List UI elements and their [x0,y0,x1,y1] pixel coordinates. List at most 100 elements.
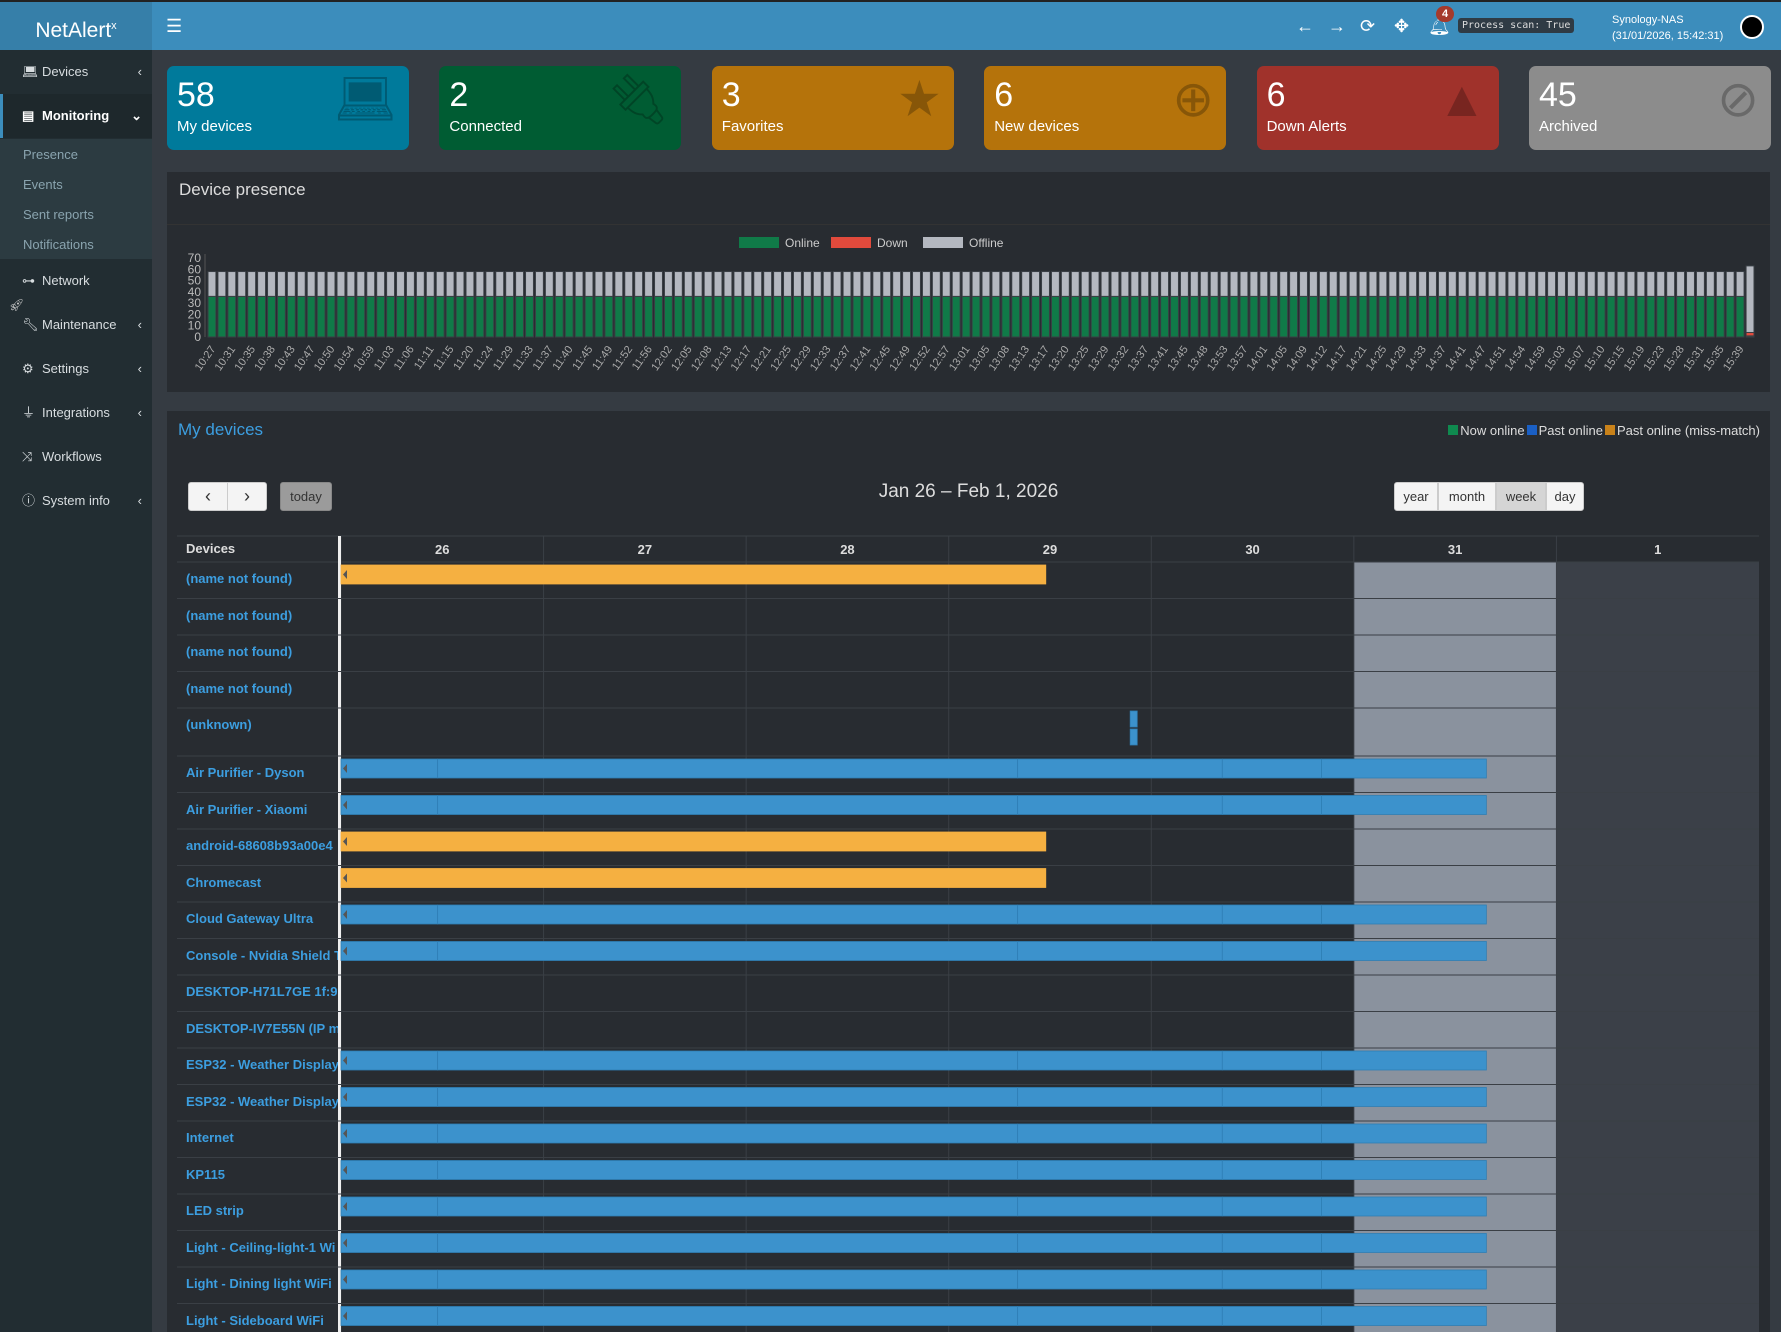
bar-offline[interactable] [495,271,505,297]
sidebar-item-system-info[interactable]: ⓘ System info ‹ [0,479,152,523]
bar-offline[interactable] [1150,271,1160,297]
bar-online[interactable] [842,295,852,338]
bar-online[interactable] [1586,295,1596,338]
bar-online[interactable] [951,295,961,338]
bar-offline[interactable] [743,271,753,297]
bar-offline[interactable] [306,271,316,297]
bar-offline[interactable] [1378,271,1388,297]
presence-event-bar[interactable] [340,1160,439,1180]
bar-offline[interactable] [1021,271,1031,297]
bar-online[interactable] [1021,295,1031,338]
bar-online[interactable] [753,295,763,338]
bar-offline[interactable] [1140,271,1150,297]
presence-event-bar[interactable] [1017,795,1223,815]
bar-online[interactable] [1388,295,1398,338]
presence-event-bar[interactable] [1221,904,1322,925]
bar-offline[interactable] [554,271,564,297]
presence-event-bar[interactable] [1321,1050,1487,1071]
bar-offline[interactable] [376,271,386,297]
presence-event-bar[interactable] [1221,1306,1322,1326]
presence-event-bar[interactable] [1221,758,1322,779]
bar-online[interactable] [217,295,227,338]
presence-event-bar[interactable] [1321,941,1487,961]
bar-online[interactable] [1487,295,1497,338]
bar-offline[interactable] [425,271,435,297]
bar-online[interactable] [515,295,525,338]
sidebar-item-integrations[interactable]: ⏚ Integrations ‹ [0,391,152,435]
bar-offline[interactable] [257,271,267,297]
view-month-button[interactable]: month [1438,482,1496,511]
bar-offline[interactable] [296,271,306,297]
bar-online[interactable] [286,295,296,338]
bar-offline[interactable] [1477,271,1487,297]
bar-offline[interactable] [1249,271,1259,297]
bar-online[interactable] [733,295,743,338]
bar-online[interactable] [276,295,286,338]
bar-online[interactable] [405,295,415,338]
bar-online[interactable] [475,295,485,338]
presence-event-bar[interactable] [1221,1196,1322,1217]
sidebar-item-workflows[interactable]: ⤨ Workflows [0,435,152,479]
presence-event-bar[interactable] [1321,1306,1487,1326]
bar-online[interactable] [1259,295,1269,338]
submenu-notifications[interactable]: Notifications [23,237,94,252]
presence-event-bar[interactable] [1321,1160,1487,1180]
bar-online[interactable] [306,295,316,338]
presence-event-bar[interactable] [1017,758,1223,779]
bar-online[interactable] [584,295,594,338]
bar-offline[interactable] [1745,265,1755,333]
bar-online[interactable] [872,295,882,338]
bar-offline[interactable] [604,271,614,297]
presence-event-bar[interactable] [1017,1306,1223,1326]
bar-online[interactable] [1308,295,1318,338]
bar-offline[interactable] [971,271,981,297]
bar-online[interactable] [1596,295,1606,338]
bar-online[interactable] [792,295,802,338]
bar-offline[interactable] [921,271,931,297]
submenu-presence[interactable]: Presence [23,147,78,162]
bar-online[interactable] [1437,295,1447,338]
bar-offline[interactable] [1001,271,1011,297]
bar-online[interactable] [1527,295,1537,338]
presence-event-bar[interactable] [1017,1233,1223,1253]
bar-offline[interactable] [961,271,971,297]
bar-online[interactable] [425,295,435,338]
bar-offline[interactable] [713,271,723,297]
device-name-link[interactable]: (name not found) [186,680,293,696]
bar-offline[interactable] [1437,271,1447,297]
bar-online[interactable] [902,295,912,338]
presence-event-bar[interactable] [1321,1233,1487,1253]
bar-offline[interactable] [902,271,912,297]
bar-online[interactable] [1735,295,1745,338]
bar-online[interactable] [1457,295,1467,338]
bar-offline[interactable] [525,271,534,297]
bar-offline[interactable] [1626,271,1636,297]
device-name-link[interactable]: Light - Ceiling-light-1 Wi [186,1239,336,1255]
bar-online[interactable] [1279,295,1289,338]
bar-online[interactable] [1110,295,1120,338]
bar-offline[interactable] [882,271,892,297]
presence-event-bar[interactable] [437,904,1019,925]
presence-event-bar[interactable] [437,1123,1019,1144]
bar-offline[interactable] [862,271,872,297]
bar-offline[interactable] [1447,271,1457,297]
presence-event-bar[interactable] [1221,1233,1322,1253]
bar-offline[interactable] [1388,271,1398,297]
bar-online[interactable] [1398,295,1408,338]
sidebar-item-maintenance[interactable]: 🔧︎ Maintenance ‹ [0,303,152,347]
bar-offline[interactable] [663,271,673,297]
sidebar-item-devices[interactable]: 💻︎ Devices ‹ [0,50,152,94]
bar-online[interactable] [1705,295,1715,338]
bar-offline[interactable] [1596,271,1606,297]
bar-offline[interactable] [207,271,217,297]
bar-online[interactable] [1219,295,1229,338]
bar-online[interactable] [455,295,465,338]
bar-offline[interactable] [1457,271,1467,297]
bar-online[interactable] [703,295,713,338]
bar-online[interactable] [693,295,703,338]
bar-offline[interactable] [574,271,584,297]
bar-offline[interactable] [634,271,644,297]
bar-offline[interactable] [1060,271,1070,297]
sidebar-item-settings[interactable]: ⚙ Settings ‹ [0,347,152,391]
presence-event-bar[interactable] [1221,1050,1322,1071]
